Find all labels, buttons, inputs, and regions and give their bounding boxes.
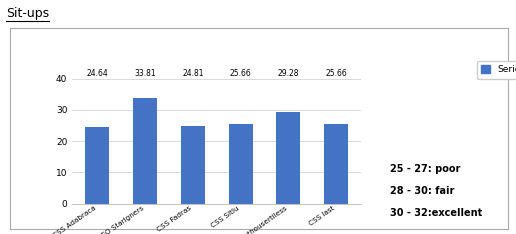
Bar <box>133 98 157 204</box>
Bar <box>85 127 109 204</box>
Bar <box>277 112 300 204</box>
Text: 33.81: 33.81 <box>134 69 156 78</box>
Text: 25.66: 25.66 <box>325 69 347 78</box>
Text: 29.28: 29.28 <box>278 69 299 78</box>
Bar <box>181 126 205 204</box>
Text: 25 - 27: poor: 25 - 27: poor <box>390 164 460 174</box>
Text: 30 - 32:excellent: 30 - 32:excellent <box>390 208 482 218</box>
Text: Sit-ups: Sit-ups <box>6 7 50 20</box>
Text: 25.66: 25.66 <box>230 69 251 78</box>
Text: 24.64: 24.64 <box>87 69 108 78</box>
Bar <box>229 124 252 204</box>
Text: 28 - 30: fair: 28 - 30: fair <box>390 186 454 196</box>
Bar <box>324 124 348 204</box>
Legend: Series1: Series1 <box>477 61 516 79</box>
Text: 24.81: 24.81 <box>182 69 204 78</box>
